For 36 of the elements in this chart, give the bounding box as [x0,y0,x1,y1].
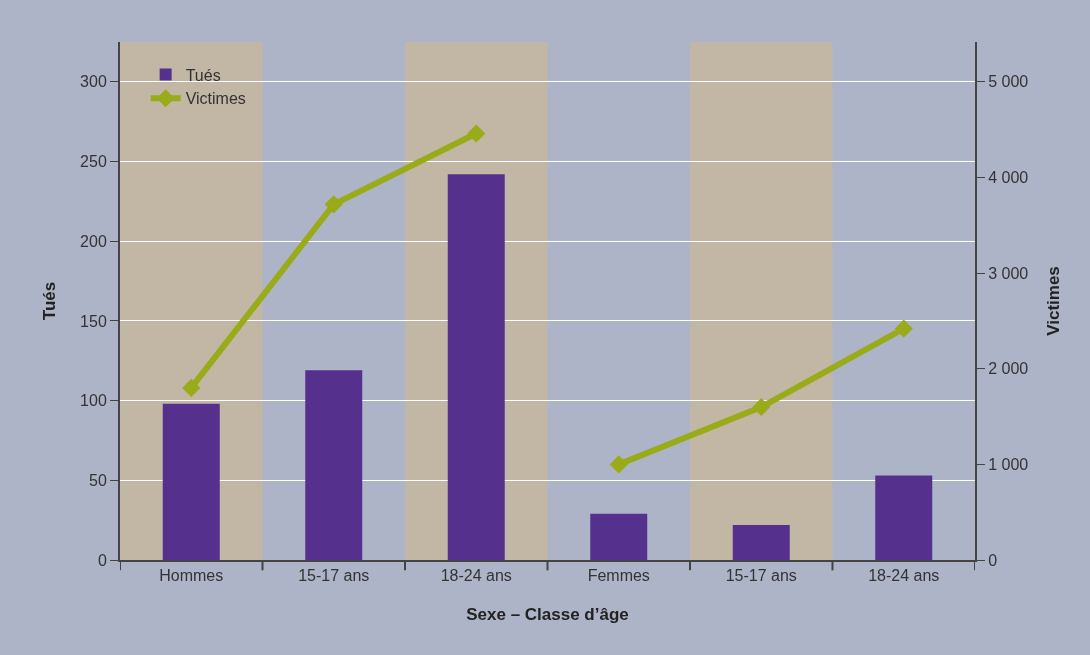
x-tick-label: Femmes [587,567,650,585]
point [609,455,628,474]
y-tick-label: 0 [97,551,107,569]
y2-tick-label: 3 000 [988,264,1029,282]
x-tick-label: Hommes [159,567,224,585]
y-tick-label: 300 [80,73,107,91]
bar [447,174,505,560]
legend-label: Victimes [185,90,246,108]
bar [732,524,790,560]
legend-label: Tués [185,66,221,84]
y2-tick-label: 5 000 [988,73,1029,91]
y2-tick-label: 2 000 [988,360,1029,378]
x-tick-label: 15-17 ans [725,567,797,585]
y2-axis-title: Victimes [1044,266,1064,336]
x-tick-label: 18-24 ans [868,567,940,585]
point [894,319,913,338]
x-axis-title: Sexe – Classe d’âge [466,605,629,625]
y-tick-label: 250 [80,153,107,171]
point [752,397,771,417]
y-tick-label: 200 [80,232,107,250]
bar [875,475,933,560]
y-tick-label: 50 [89,471,107,489]
y2-tick-label: 4 000 [988,169,1029,187]
y2-tick-label: 1 000 [988,455,1029,473]
bar [305,370,363,560]
point [324,195,343,214]
point [182,378,201,397]
x-tick-label: 18-24 ans [440,567,512,585]
y-tick-label: 150 [80,312,107,330]
bar [590,513,648,560]
y2-tick-label: 0 [988,551,998,569]
x-tick-label: 15-17 ans [298,567,370,585]
y-tick-label: 100 [80,392,107,410]
bar [162,403,220,560]
point [467,124,486,143]
y-axis-title: Tués [40,281,60,321]
